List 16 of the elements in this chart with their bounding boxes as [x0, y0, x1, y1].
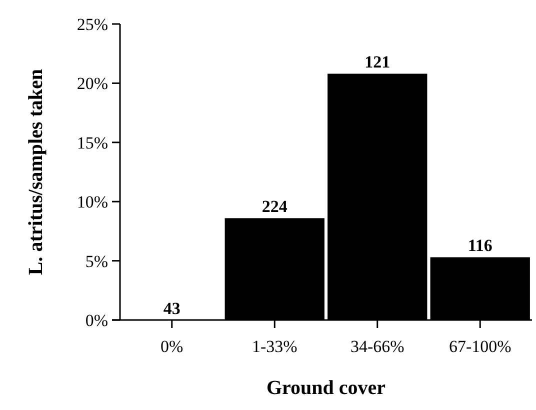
- annotation: 121: [364, 52, 390, 72]
- y-tick-label: 15%: [76, 133, 108, 152]
- y-tick-label: 10%: [76, 192, 108, 212]
- y-axis-title: L. atritus/samples taken: [25, 68, 47, 276]
- x-tick-label: 67-100%: [448, 337, 512, 356]
- x-tick-label: 1-33%: [252, 337, 298, 356]
- annotation: 116: [468, 236, 492, 256]
- annotation: 224: [262, 197, 288, 216]
- y-tick-label: 5%: [85, 252, 108, 271]
- x-tick-label: 34-66%: [350, 337, 404, 356]
- y-tick-label: 20%: [76, 74, 108, 94]
- annotation: 43: [163, 299, 180, 318]
- y-tick-label: 0%: [85, 310, 108, 330]
- y-tick-label: 25%: [76, 14, 108, 34]
- x-tick-label: 0%: [160, 337, 184, 356]
- x-axis-title: Ground cover: [266, 377, 386, 399]
